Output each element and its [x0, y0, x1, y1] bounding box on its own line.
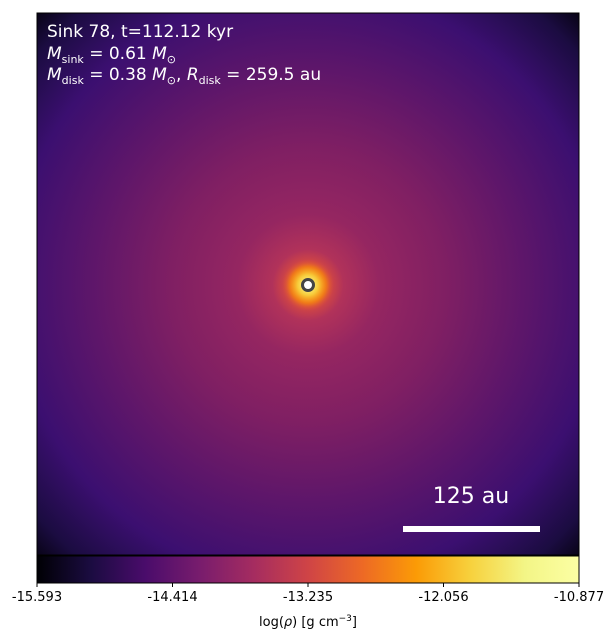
colorbar-tick-label: -12.056	[418, 590, 468, 605]
disk-mass-subscript: disk	[62, 74, 85, 87]
disk-radius-value: = 259.5 au	[221, 65, 321, 85]
sink-marker	[301, 278, 315, 292]
colorbar-label-units: ) [g cm	[292, 615, 338, 630]
scale-bar	[403, 526, 540, 532]
annotation-sink-mass: Msink = 0.61 M⊙	[47, 44, 176, 66]
colorbar-tick-label: -15.593	[12, 590, 62, 605]
colorbar-label-rho: ρ	[284, 615, 293, 630]
plot-frame	[36, 12, 580, 556]
scale-bar-label: 125 au	[433, 484, 509, 509]
disk-mass-unit: M	[152, 65, 167, 85]
annotation-disk: Mdisk = 0.38 M⊙, Rdisk = 259.5 au	[47, 65, 321, 87]
sink-mass-symbol: M	[47, 44, 62, 64]
sink-mass-unit: M	[152, 44, 167, 64]
disk-radius-subscript: disk	[199, 74, 222, 87]
annotations: Sink 78, t=112.12 kyr Msink = 0.61 M⊙ Md…	[47, 22, 321, 87]
sink-mass-subscript: sink	[62, 53, 85, 66]
colorbar-label: log(ρ) [g cm−3]	[259, 614, 357, 630]
colorbar-label-exponent: −3	[339, 614, 352, 624]
sink-mass-value: = 0.61	[84, 44, 152, 64]
annotation-title: Sink 78, t=112.12 kyr	[47, 22, 233, 42]
disk-separator: ,	[176, 65, 187, 85]
disk-mass-value: = 0.38	[84, 65, 152, 85]
disk-radius-symbol: R	[187, 65, 199, 85]
disk-mass-unit-sub: ⊙	[167, 74, 176, 87]
colorbar-label-suffix: ]	[352, 615, 357, 630]
sink-mass-unit-sub: ⊙	[167, 53, 176, 66]
colorbar-tick-label: -14.414	[147, 590, 197, 605]
colorbar-ticks: -15.593 -14.414 -13.235 -12.056 -10.877	[12, 583, 604, 605]
disk-mass-symbol: M	[47, 65, 62, 85]
colorbar-label-prefix: log(	[259, 615, 284, 630]
colorbar	[36, 555, 580, 584]
colorbar-tick-label: -10.877	[554, 590, 604, 605]
colorbar-tick-label: -13.235	[283, 590, 333, 605]
